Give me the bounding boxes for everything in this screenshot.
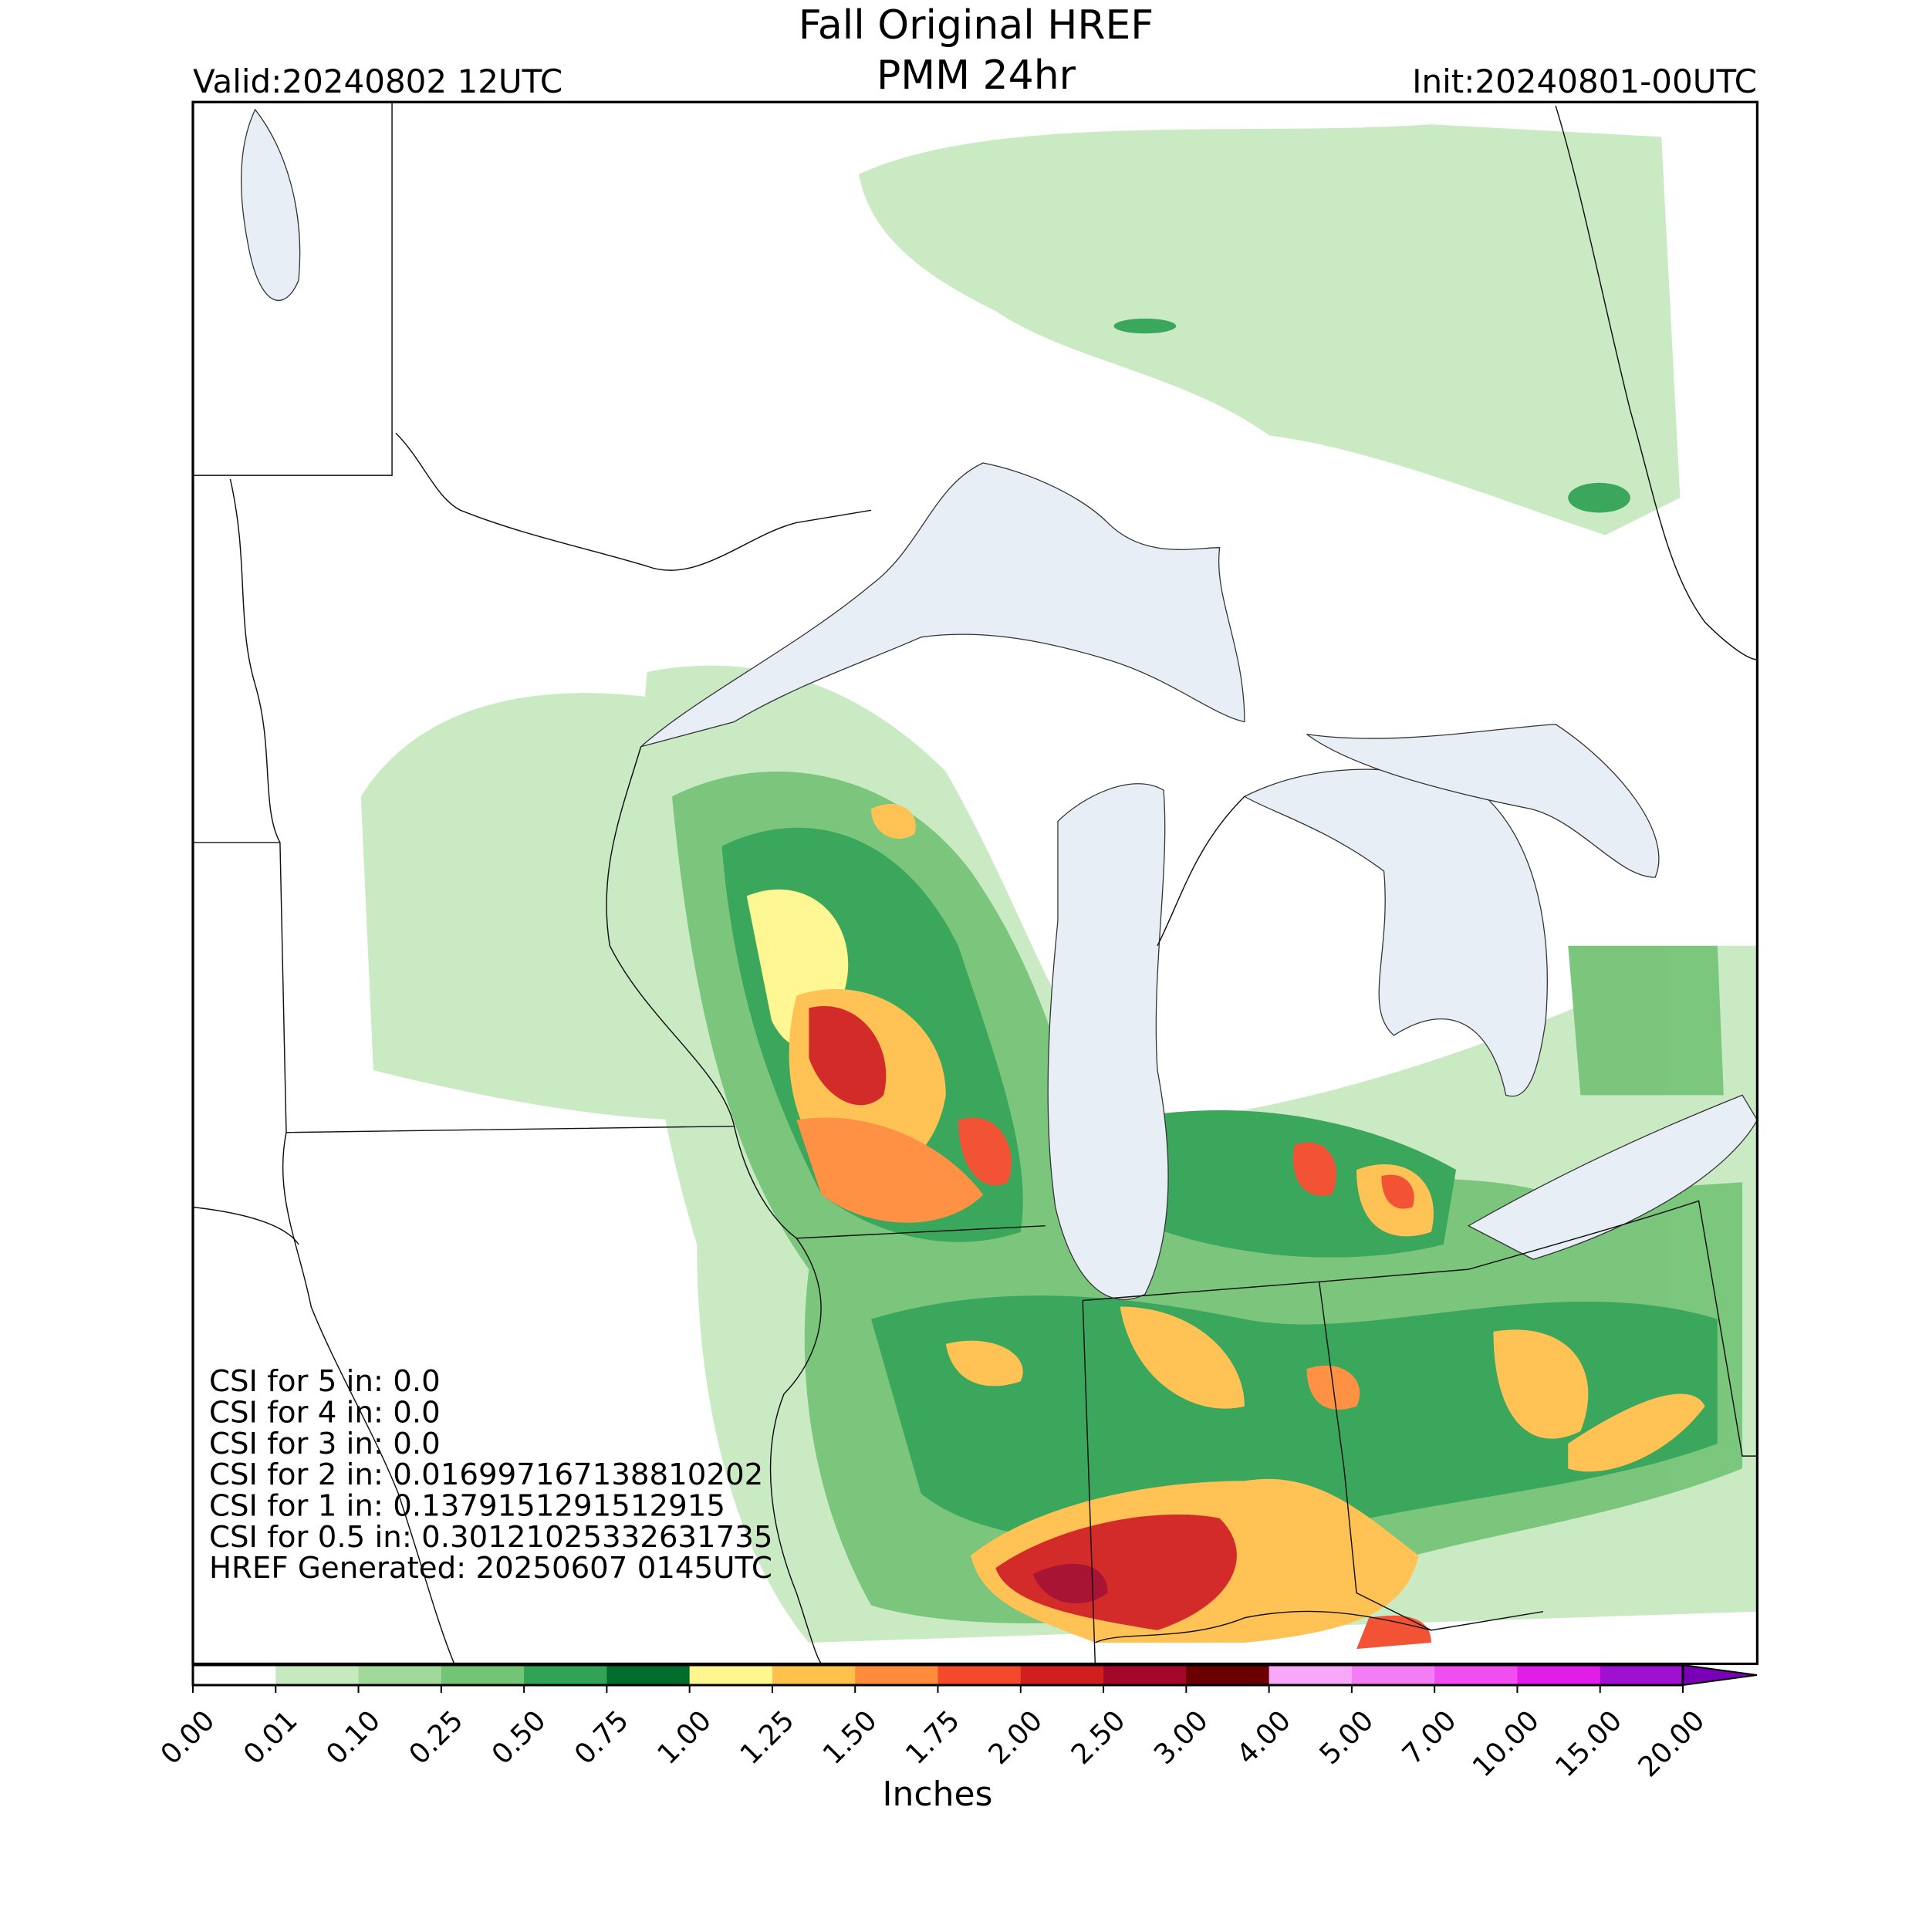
colorbar-segment [358, 1665, 442, 1685]
colorbar-segment [1434, 1665, 1518, 1685]
colorbar-segment [772, 1665, 856, 1685]
boundaries [192, 102, 1758, 1664]
colorbar-tick-label: 2.00 [983, 1704, 1049, 1771]
stat-line: HREF Generated: 20250607 0145UTC [209, 1551, 772, 1586]
stat-line: CSI for 0.5 in: 0.30121025332631735 [209, 1520, 773, 1555]
colorbar: 0.00 0.01 0.10 0.25 0.50 0.75 1.00 1.25 1.50 1.75… [155, 1663, 1758, 1783]
stat-line: CSI for 2 in: 0.016997167138810202 [209, 1457, 763, 1492]
stat-line: CSI for 3 in: 0.0 [209, 1427, 441, 1461]
colorbar-extend [1682, 1663, 1758, 1687]
stat-line: CSI for 1 in: 0.1379151291512915 [209, 1489, 725, 1524]
colorbar-tick-label: 7.00 [1397, 1704, 1463, 1771]
colorbar-tick-label: 15.00 [1549, 1704, 1628, 1783]
colorbar-tick-label: 0.00 [155, 1704, 221, 1771]
colorbar-tick-label: 3.00 [1148, 1704, 1214, 1771]
colorbar-tick-label: 1.75 [900, 1704, 966, 1771]
stat-line: CSI for 4 in: 0.0 [209, 1396, 441, 1430]
colorbar-tick-label: 1.50 [817, 1704, 883, 1771]
colorbar-segment [1517, 1665, 1601, 1685]
precip-field [360, 124, 1758, 1650]
colorbar-tick-label: 2.50 [1066, 1704, 1132, 1771]
colorbar-segment [524, 1665, 607, 1685]
colorbar-segment [606, 1665, 691, 1685]
colorbar-segment [1186, 1665, 1270, 1685]
valid-time: Valid:20240802 12UTC [193, 62, 562, 100]
colorbar-tick-label: 0.50 [486, 1704, 552, 1771]
colorbar-segment [275, 1665, 360, 1685]
colorbar-tick-label: 1.00 [651, 1704, 718, 1771]
colorbar-tick-label: 10.00 [1467, 1704, 1546, 1783]
colorbar-segment [689, 1665, 773, 1685]
title: Fall Original HREF [799, 2, 1154, 49]
colorbar-tick-label: 4.00 [1231, 1704, 1297, 1771]
colorbar-tick-label: 0.25 [404, 1704, 470, 1771]
colorbar-segment [1600, 1665, 1684, 1685]
colorbar-tick-label: 0.75 [569, 1704, 635, 1771]
colorbar-segment [937, 1665, 1022, 1685]
lakes [241, 108, 1758, 1300]
colorbar-tick-label: 0.01 [238, 1704, 304, 1771]
colorbar-label: Inches [883, 1775, 993, 1814]
colorbar-tick-label: 20.00 [1633, 1704, 1711, 1783]
colorbar-tick-label: 1.25 [735, 1704, 801, 1771]
colorbar-tick-label: 5.00 [1314, 1704, 1380, 1771]
init-time: Init:20240801-00UTC [1412, 62, 1757, 100]
colorbar-segment [1103, 1665, 1187, 1685]
colorbar-segment [441, 1665, 525, 1685]
colorbar-segment [1351, 1665, 1435, 1685]
colorbar-tick-label: 0.10 [320, 1704, 387, 1771]
colorbar-segment [193, 1665, 276, 1685]
colorbar-segment [1269, 1665, 1353, 1685]
stat-line: CSI for 5 in: 0.0 [209, 1364, 441, 1399]
colorbar-segment [855, 1665, 938, 1685]
subtitle: PMM 24hr [877, 52, 1076, 99]
map-frame [191, 100, 1759, 1666]
colorbar-segment [1020, 1665, 1104, 1685]
